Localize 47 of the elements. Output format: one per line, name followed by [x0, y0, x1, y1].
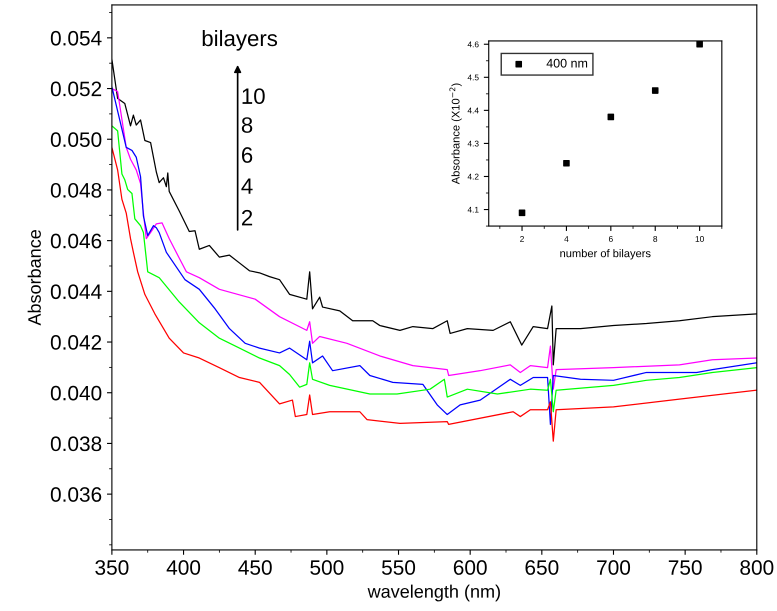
x-tick-label: 650 — [526, 560, 558, 575]
x-tick-label: 750 — [668, 560, 702, 575]
y-tick-label: 4.5 — [468, 74, 479, 80]
y-tick-label: 0.050 — [50, 132, 102, 147]
y-tick-label: 4.2 — [468, 174, 479, 180]
y-tick-label: 0.040 — [50, 386, 102, 400]
x-tick-label: 450 — [238, 560, 272, 575]
y-tick-label: 4.4 — [468, 108, 479, 114]
y-tick-label: 0.036 — [50, 487, 102, 502]
annotation: 8 — [242, 117, 252, 133]
annotation: bilayers — [202, 30, 278, 51]
point — [518, 210, 526, 216]
x-axis-title: number of bilayers — [560, 249, 651, 260]
annotation: 6 — [242, 147, 252, 163]
x-tick-label: 800 — [740, 560, 774, 575]
annotation: 10 — [242, 88, 265, 104]
point — [608, 114, 614, 120]
point — [696, 40, 703, 48]
y-tick-label: 0.054 — [50, 30, 102, 46]
x-tick-label: 350 — [95, 560, 128, 575]
y-tick-label: 4.6 — [468, 41, 479, 48]
x-tick-label: 700 — [597, 560, 630, 575]
y-tick-label: 0.048 — [50, 182, 102, 198]
x-tick-label: 4 — [564, 236, 569, 242]
point — [652, 87, 659, 94]
annotation: 2 — [242, 210, 252, 226]
x-tick-label: 400 — [166, 560, 200, 575]
y-tick-label: 4.3 — [468, 140, 479, 147]
x-tick-label: 6 — [608, 236, 613, 242]
annotation: 4 — [241, 178, 253, 194]
x-tick-label: 550 — [382, 560, 416, 575]
point — [563, 160, 570, 167]
y-axis-title: Absorbance — [28, 230, 41, 326]
y-axis-title: Absorbance (X10$^{−2}$) — [449, 83, 462, 184]
x-tick-label: 10 — [696, 236, 704, 242]
y-tick-label: 0.046 — [50, 234, 102, 248]
x-tick-label: 8 — [653, 236, 658, 242]
x-tick-label: 600 — [454, 560, 487, 575]
legend-label: 400 nm — [546, 58, 588, 68]
y-tick-label: 0.042 — [50, 335, 102, 350]
y-tick-label: 0.044 — [50, 284, 102, 300]
y-tick-label: 4.1 — [468, 206, 479, 213]
y-tick-label: 0.052 — [50, 82, 102, 96]
y-tick-label: 0.038 — [50, 436, 102, 452]
x-axis-title: wavelength (nm) — [368, 584, 500, 602]
x-tick-label: 500 — [310, 560, 344, 575]
x-tick-label: 2 — [520, 236, 524, 242]
